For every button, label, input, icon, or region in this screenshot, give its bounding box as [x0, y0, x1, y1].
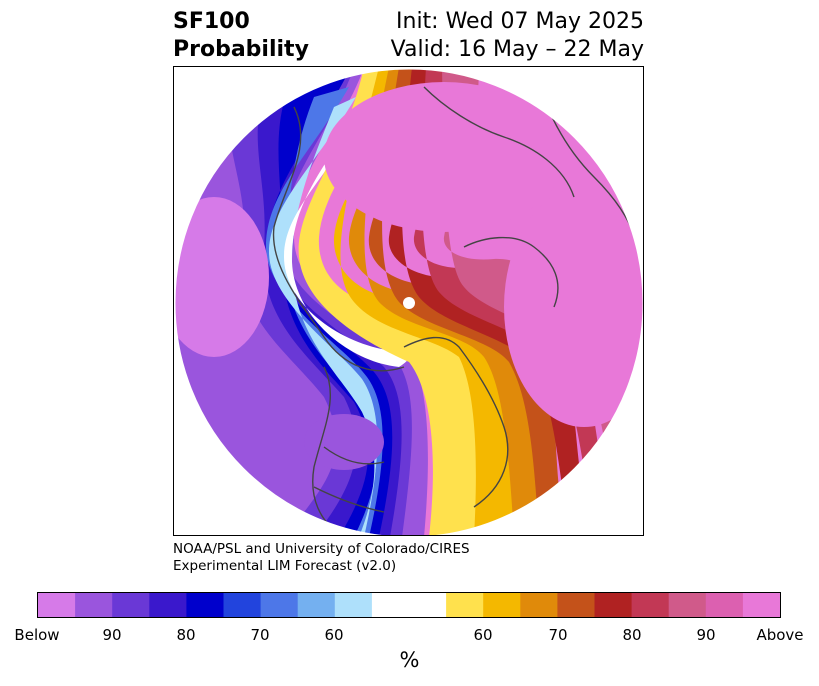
colorbar-swatch	[446, 593, 484, 617]
tick-above-70: 70	[548, 626, 568, 644]
tick-above-90: 90	[696, 626, 716, 644]
title-variable: SF100	[173, 9, 250, 34]
init-date: Init: Wed 07 May 2025	[396, 9, 644, 34]
map-title-right: Init: Wed 07 May 2025 Valid: 16 May – 22…	[391, 8, 644, 64]
map-panel	[173, 66, 644, 536]
credit-line-1: NOAA/PSL and University of Colorado/CIRE…	[173, 541, 470, 557]
probability-map	[174, 68, 643, 535]
tick-above-60: 60	[473, 626, 493, 644]
valid-range: Valid: 16 May – 22 May	[390, 37, 644, 62]
tick-below-90: 90	[102, 626, 122, 644]
tick-below: Below	[14, 626, 60, 644]
tick-above-80: 80	[622, 626, 642, 644]
credit-line-2: Experimental LIM Forecast (v2.0)	[173, 558, 397, 574]
tick-below-70: 70	[250, 626, 270, 644]
colorbar-swatch	[520, 593, 558, 617]
tick-below-60: 60	[324, 626, 344, 644]
colorbar-swatch	[705, 593, 744, 617]
colorbar-swatch	[631, 593, 670, 617]
colorbar-swatch	[371, 593, 447, 617]
map-title-left: SF100 Probability	[173, 8, 309, 64]
colorbar-swatch	[186, 593, 224, 617]
title-subtitle: Probability	[173, 37, 309, 62]
colorbar-swatch	[75, 593, 113, 617]
colorbar	[37, 592, 781, 618]
colorbar-swatch	[297, 593, 336, 617]
colorbar-swatch	[223, 593, 262, 617]
colorbar-swatch	[594, 593, 633, 617]
colorbar-swatch	[742, 593, 781, 617]
colorbar-units: %	[399, 648, 420, 672]
colorbar-swatch	[334, 593, 373, 617]
colorbar-swatch	[38, 593, 76, 617]
colorbar-swatch	[149, 593, 187, 617]
probability-field	[175, 69, 643, 535]
map-disc-edge	[174, 68, 643, 535]
colorbar-swatch	[557, 593, 595, 617]
colorbar-swatches	[38, 593, 781, 617]
colorbar-swatch	[260, 593, 299, 617]
colorbar-swatch	[668, 593, 707, 617]
credit-text: NOAA/PSL and University of Colorado/CIRE…	[173, 541, 470, 575]
colorbar-swatch	[112, 593, 150, 617]
colorbar-swatch	[483, 593, 521, 617]
colorbar-tick-labels: Below 90 80 70 60 60 70 80 90 Above	[0, 626, 819, 646]
tick-above: Above	[756, 626, 804, 644]
tick-below-80: 80	[176, 626, 196, 644]
